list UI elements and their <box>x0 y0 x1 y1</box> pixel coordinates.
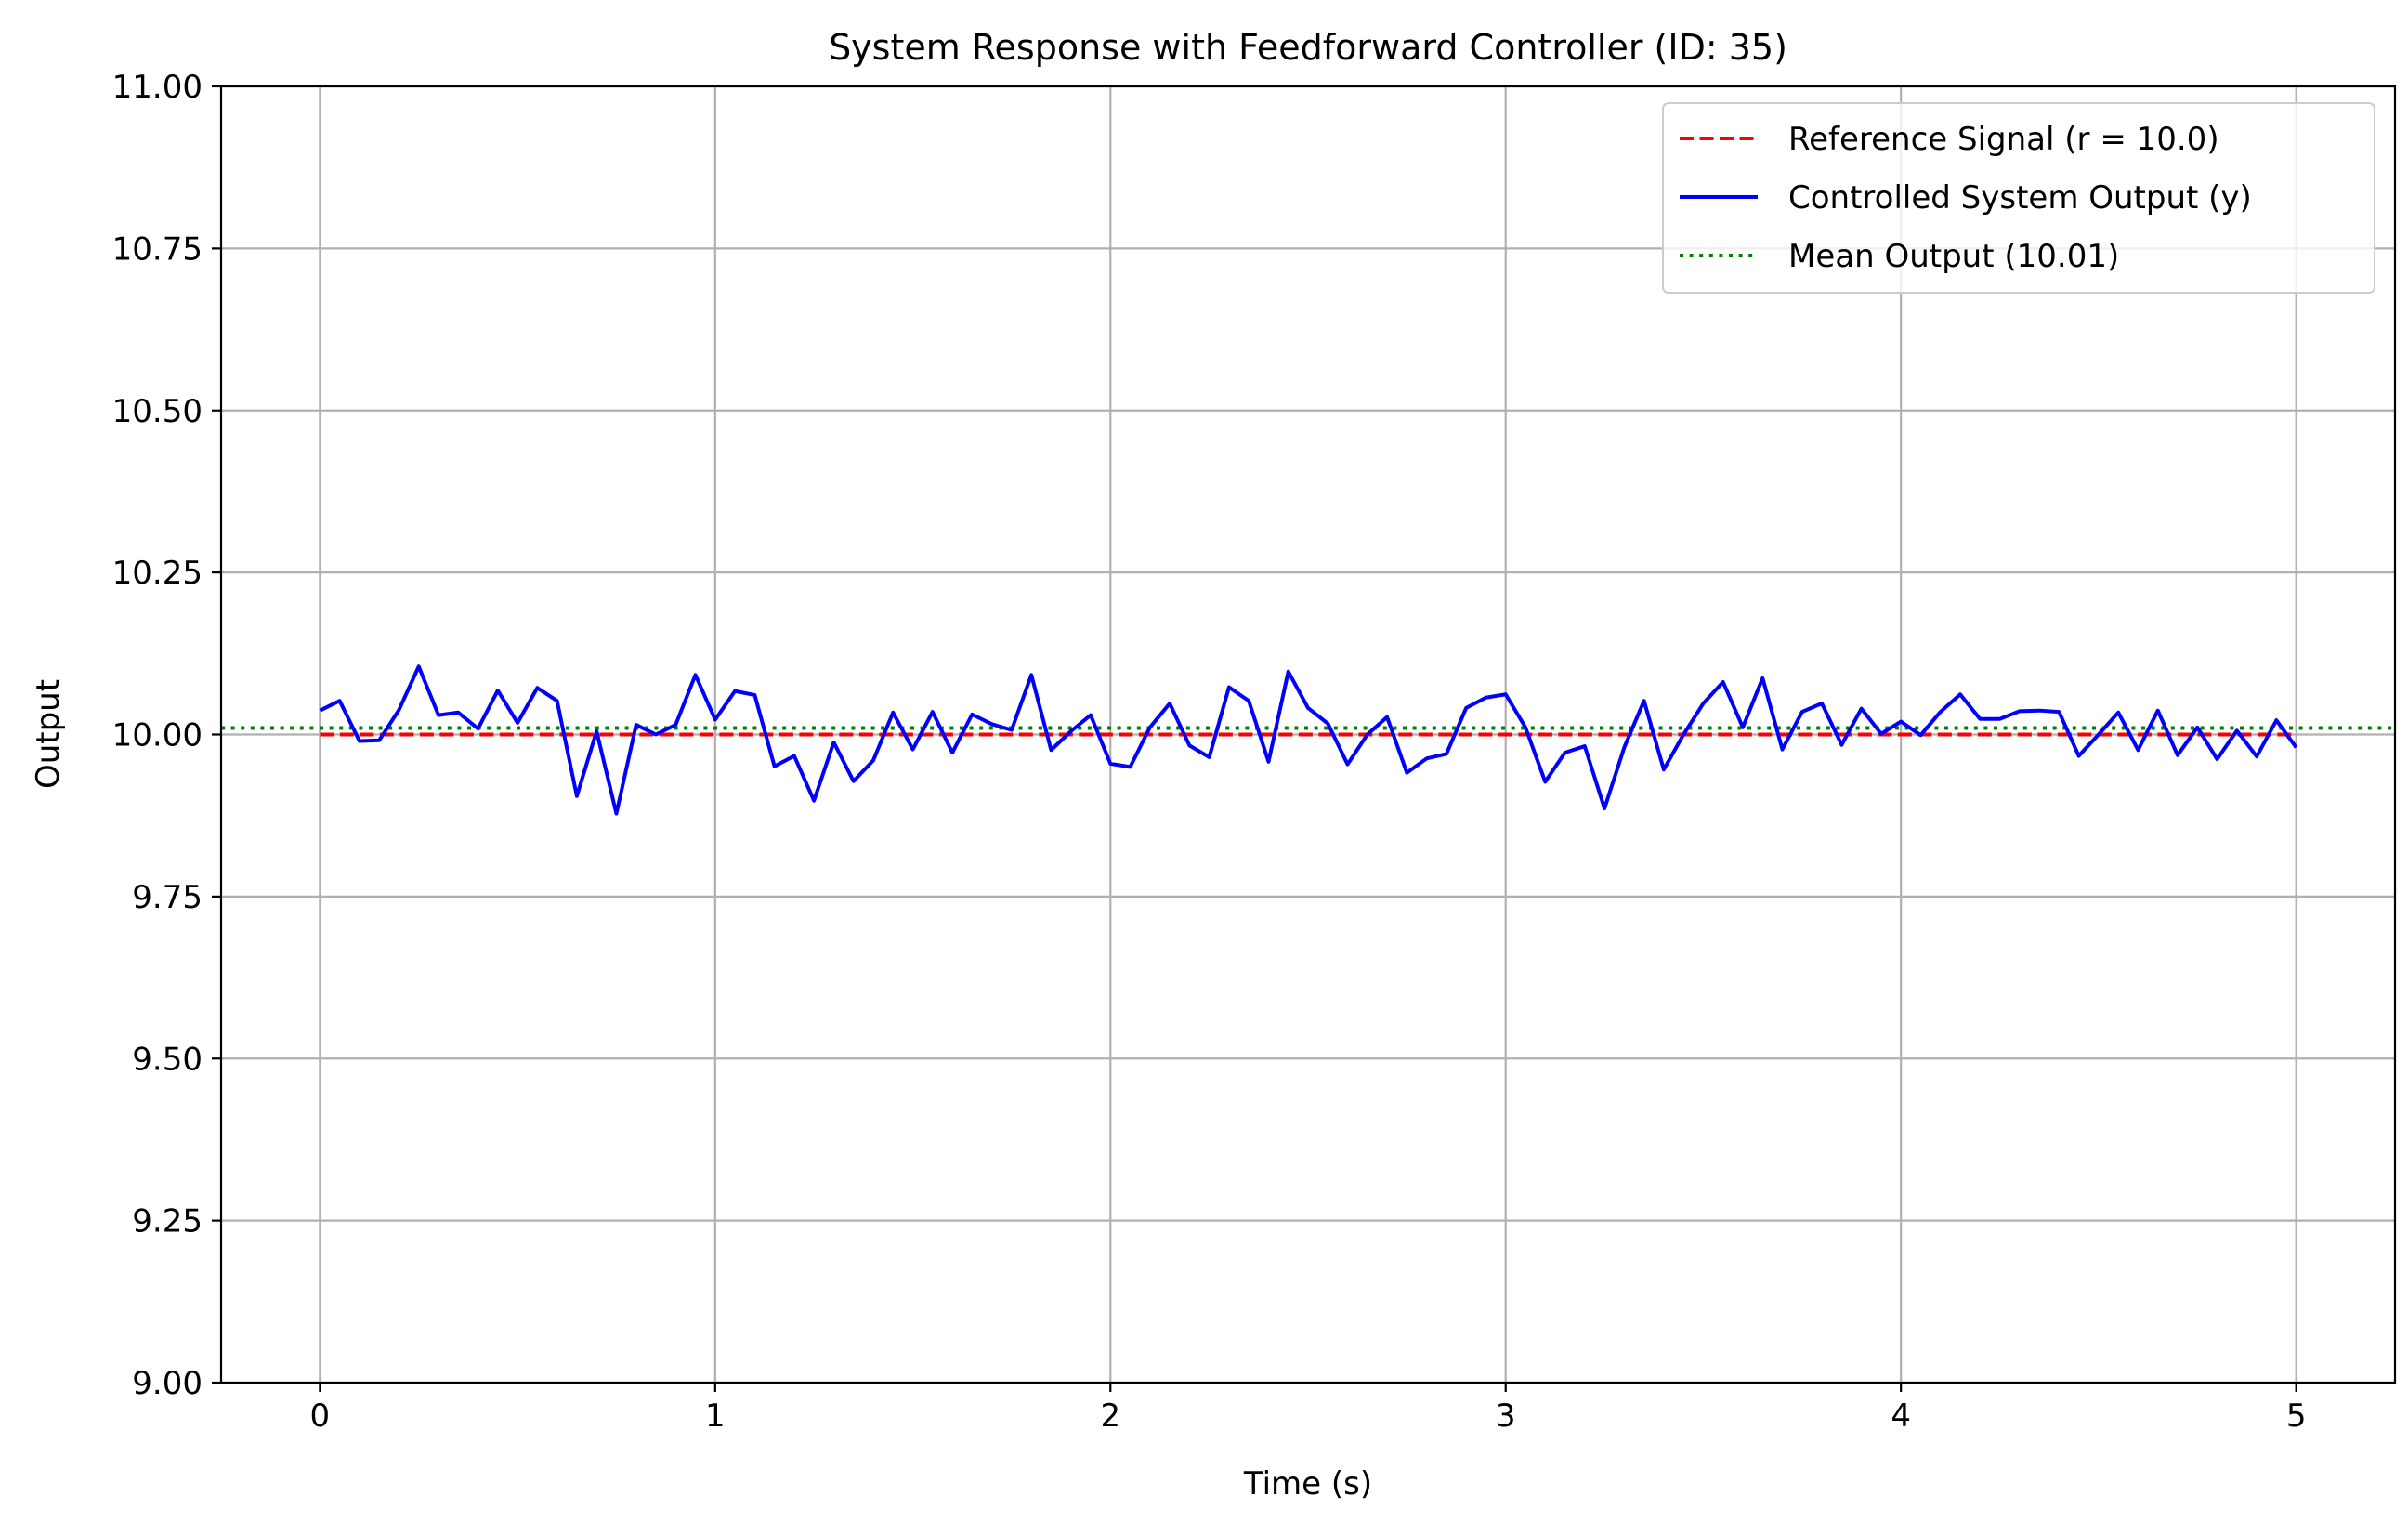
legend-label-mean: Mean Output (10.01) <box>1788 238 2119 275</box>
x-tick-label: 4 <box>1891 1397 1911 1435</box>
legend-label-output: Controlled System Output (y) <box>1788 179 2252 216</box>
y-tick-label: 10.75 <box>112 230 203 268</box>
legend: Reference Signal (r = 10.0) Controlled S… <box>1662 102 2375 294</box>
legend-box <box>1662 102 2375 294</box>
output-layer <box>319 664 2298 816</box>
y-tick-label: 9.75 <box>132 879 203 916</box>
controlled-output-line <box>319 664 2298 816</box>
y-tick-label: 11.00 <box>112 69 203 106</box>
x-tick-label: 0 <box>310 1397 331 1435</box>
x-axis-ticks: 0 1 2 3 4 5 <box>310 1383 2307 1435</box>
y-axis-ticks: 9.00 9.25 9.50 9.75 10.00 10.25 10.50 10.75 11.0… <box>112 69 221 1402</box>
y-tick-label: 10.00 <box>112 717 203 754</box>
chart-title: System Response with Feedforward Control… <box>829 27 1787 68</box>
x-axis-label: Time (s) <box>1243 1465 1372 1502</box>
y-tick-label: 9.25 <box>132 1203 203 1240</box>
legend-label-reference: Reference Signal (r = 10.0) <box>1788 121 2219 158</box>
x-tick-label: 3 <box>1496 1397 1516 1435</box>
y-tick-label: 10.50 <box>112 393 203 430</box>
x-tick-label: 2 <box>1100 1397 1120 1435</box>
y-tick-label: 9.50 <box>132 1041 203 1078</box>
x-tick-label: 1 <box>705 1397 726 1435</box>
y-tick-label: 10.25 <box>112 555 203 592</box>
y-axis-label: Output <box>30 679 67 789</box>
x-tick-label: 5 <box>2286 1397 2307 1435</box>
y-tick-label: 9.00 <box>132 1365 203 1402</box>
